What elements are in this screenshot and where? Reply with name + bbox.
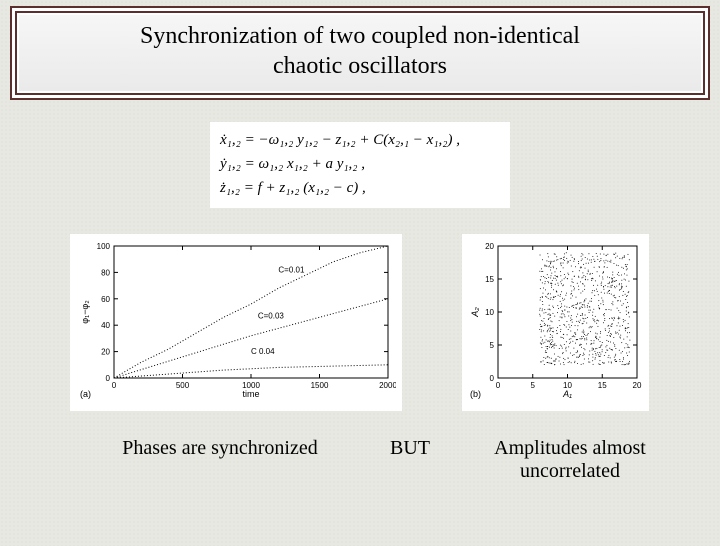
charts-row: 0500100015002000020406080100timeφ₁−φ₂(a)… — [0, 234, 720, 411]
svg-text:500: 500 — [176, 381, 190, 390]
svg-text:5: 5 — [531, 381, 536, 390]
svg-text:20: 20 — [101, 348, 110, 357]
caption-but: BUT — [360, 437, 460, 460]
svg-text:0: 0 — [490, 374, 495, 383]
svg-text:5: 5 — [490, 341, 495, 350]
equation-line: ż₁,₂ = f + z₁,₂ (x₁,₂ − c) , — [220, 176, 500, 200]
svg-text:C=0.01: C=0.01 — [278, 265, 305, 274]
svg-text:100: 100 — [97, 242, 111, 251]
amplitude-scatter-chart: 0510152005101520A₁A₂(b) — [462, 234, 649, 411]
title-line-2: chaotic oscillators — [29, 51, 691, 81]
svg-text:2000: 2000 — [379, 381, 396, 390]
title-box: Synchronization of two coupled non-ident… — [19, 15, 701, 91]
svg-text:80: 80 — [101, 268, 110, 277]
captions-row: Phases are synchronized BUT Amplitudes a… — [0, 437, 720, 483]
svg-text:15: 15 — [485, 275, 494, 284]
svg-text:φ₁−φ₂: φ₁−φ₂ — [80, 300, 90, 324]
equations-block: ẋ₁,₂ = −ω₁,₂ y₁,₂ − z₁,₂ + C(x₂,₁ − x₁,₂… — [210, 122, 510, 208]
title-inner-border: Synchronization of two coupled non-ident… — [15, 11, 705, 95]
svg-text:1500: 1500 — [311, 381, 329, 390]
chart-a-svg: 0500100015002000020406080100timeφ₁−φ₂(a)… — [76, 240, 396, 400]
equation-line: ẋ₁,₂ = −ω₁,₂ y₁,₂ − z₁,₂ + C(x₂,₁ − x₁,₂… — [220, 128, 500, 152]
phase-diff-chart: 0500100015002000020406080100timeφ₁−φ₂(a)… — [70, 234, 402, 411]
svg-text:A₁: A₁ — [562, 389, 572, 399]
svg-text:A₂: A₂ — [470, 307, 480, 318]
svg-text:C 0.04: C 0.04 — [251, 347, 275, 356]
caption-amplitudes: Amplitudes almost uncorrelated — [460, 437, 680, 483]
svg-text:20: 20 — [485, 242, 494, 251]
svg-text:20: 20 — [633, 381, 642, 390]
svg-text:40: 40 — [101, 321, 110, 330]
title-line-1: Synchronization of two coupled non-ident… — [29, 21, 691, 51]
chart-b-svg: 0510152005101520A₁A₂(b) — [468, 240, 643, 400]
svg-text:(a): (a) — [80, 389, 91, 399]
svg-text:10: 10 — [485, 308, 494, 317]
svg-text:C=0.03: C=0.03 — [258, 312, 285, 321]
svg-text:0: 0 — [112, 381, 117, 390]
svg-text:0: 0 — [496, 381, 501, 390]
svg-text:time: time — [242, 389, 259, 399]
caption-phases: Phases are synchronized — [80, 437, 360, 460]
title-frame: Synchronization of two coupled non-ident… — [10, 6, 710, 100]
svg-text:15: 15 — [598, 381, 607, 390]
svg-text:(b): (b) — [470, 389, 481, 399]
equation-line: ẏ₁,₂ = ω₁,₂ x₁,₂ + a y₁,₂ , — [220, 152, 500, 176]
svg-text:0: 0 — [106, 374, 111, 383]
svg-text:60: 60 — [101, 295, 110, 304]
